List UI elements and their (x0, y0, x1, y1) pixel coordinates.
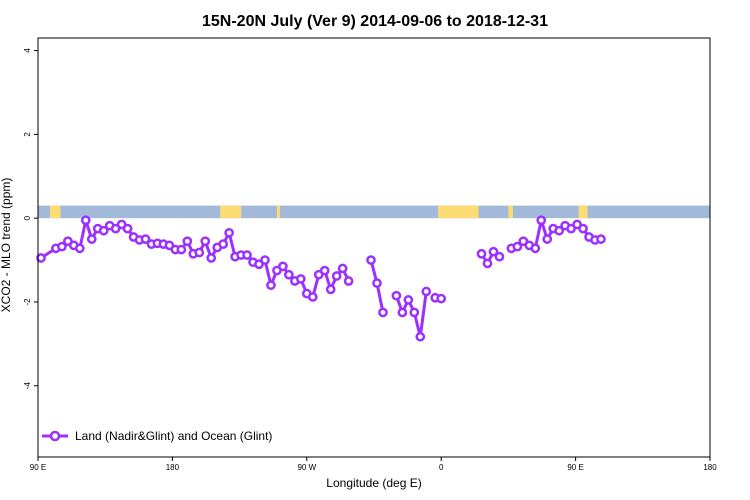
data-point (194, 247, 205, 258)
data-point (140, 234, 151, 244)
axis-ticks: 90 E 180 90 W 0 90 E 180 -4 -2 0 2 4 (23, 48, 717, 472)
data-point (36, 253, 46, 263)
data-point (421, 286, 432, 297)
data-point (242, 250, 252, 260)
land-band (438, 205, 479, 219)
data-point (343, 276, 354, 286)
data-point (397, 307, 408, 318)
data-point (436, 293, 447, 304)
data-point (578, 223, 588, 234)
series-line (40, 218, 350, 299)
data-point (206, 253, 217, 263)
data-point (325, 284, 336, 295)
data-point (98, 225, 109, 236)
ocean-band (38, 205, 710, 219)
data-point (542, 234, 553, 244)
series-layer (36, 215, 606, 342)
data-point (482, 258, 493, 269)
legend-marker-swatch (49, 430, 61, 442)
data-point (536, 215, 547, 226)
data-point (224, 227, 234, 238)
data-point (319, 265, 330, 276)
x-tick-label: 90 E (567, 463, 583, 472)
land-band (276, 205, 280, 219)
data-point (80, 215, 91, 226)
data-point (295, 274, 306, 284)
y-axis-label: XCO2 - MLO trend (ppm) (0, 178, 13, 313)
plot-frame (37, 37, 711, 458)
data-point (554, 225, 565, 236)
data-point (512, 241, 523, 252)
x-tick-label: 90 W (297, 463, 316, 472)
data-point (488, 246, 499, 257)
land-ocean-band (38, 205, 710, 219)
data-point (409, 307, 420, 318)
data-point (476, 248, 487, 259)
data-point (218, 239, 229, 249)
data-point (331, 271, 342, 281)
data-point (391, 290, 402, 301)
legend: Land (Nadir&Glint) and Ocean (Glint) (42, 429, 272, 443)
data-point (530, 243, 541, 254)
x-tick-label: 180 (703, 463, 717, 472)
data-point (372, 278, 382, 288)
x-tick-label: 0 (439, 463, 444, 472)
data-point (266, 280, 276, 291)
data-point (176, 244, 187, 255)
data-point (307, 292, 318, 302)
data-point (596, 234, 606, 244)
land-band (578, 205, 588, 219)
data-point (378, 307, 388, 318)
land-band (49, 205, 61, 219)
land-band (220, 205, 242, 219)
data-point (494, 251, 505, 262)
data-point (74, 243, 85, 254)
data-point (284, 269, 294, 280)
y-tick-label: 0 (23, 215, 32, 220)
land-band (508, 205, 513, 219)
data-point (415, 331, 426, 342)
data-point (337, 263, 348, 274)
x-axis-label: Longitude (deg E) (326, 476, 421, 490)
data-point (200, 236, 211, 247)
data-point (278, 261, 288, 272)
data-point (366, 255, 376, 265)
data-point (403, 295, 414, 305)
data-point (86, 234, 97, 244)
data-point (122, 223, 133, 234)
y-tick-label: -4 (23, 382, 32, 390)
y-tick-label: -2 (23, 298, 32, 306)
x-tick-label: 180 (166, 463, 180, 472)
x-tick-label: 90 E (30, 463, 46, 472)
y-tick-label: 4 (23, 48, 32, 53)
legend-label: Land (Nadir&Glint) and Ocean (Glint) (75, 429, 272, 443)
data-point (57, 241, 67, 252)
y-tick-label: 2 (23, 132, 32, 137)
data-point (182, 236, 193, 247)
chart-title: 15N-20N July (Ver 9) 2014-09-06 to 2018-… (202, 13, 548, 30)
data-point (260, 255, 270, 265)
